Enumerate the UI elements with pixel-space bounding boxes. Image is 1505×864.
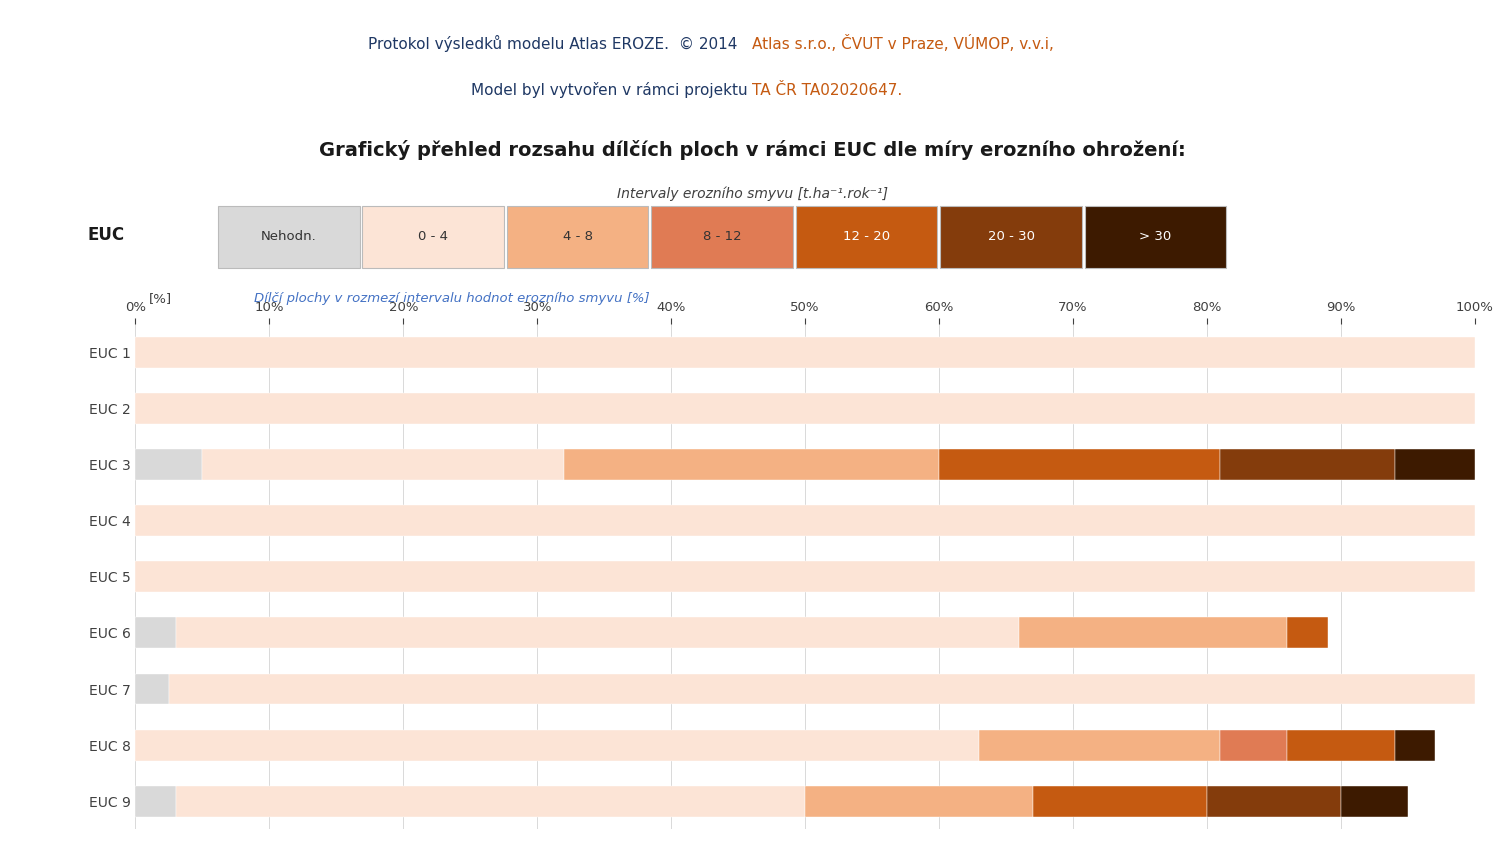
Text: Intervaly erozního smyvu [t.ha⁻¹.rok⁻¹]: Intervaly erozního smyvu [t.ha⁻¹.rok⁻¹]: [617, 187, 888, 200]
Bar: [135, 562, 1475, 592]
Text: 0 - 4: 0 - 4: [418, 230, 448, 244]
Text: 12 - 20: 12 - 20: [843, 230, 889, 244]
Text: [%]: [%]: [149, 292, 172, 306]
Bar: [1221, 449, 1395, 480]
Text: > 30: > 30: [1139, 230, 1172, 244]
Text: 20 - 30: 20 - 30: [987, 230, 1034, 244]
Bar: [1395, 730, 1434, 760]
FancyBboxPatch shape: [363, 206, 504, 268]
Bar: [135, 618, 176, 648]
Bar: [176, 618, 1019, 648]
Bar: [176, 786, 805, 816]
Bar: [1019, 618, 1287, 648]
Text: 8 - 12: 8 - 12: [703, 230, 742, 244]
Bar: [202, 449, 564, 480]
Bar: [980, 730, 1221, 760]
Bar: [135, 674, 169, 704]
Bar: [135, 505, 1475, 536]
Text: Protokol výsledků modelu Atlas EROZE.  © 2014: Protokol výsledků modelu Atlas EROZE. © …: [369, 35, 752, 52]
Bar: [1287, 618, 1327, 648]
Text: TA ČR TA02020647.: TA ČR TA02020647.: [752, 83, 903, 98]
FancyBboxPatch shape: [218, 206, 360, 268]
FancyBboxPatch shape: [796, 206, 938, 268]
Bar: [1221, 730, 1287, 760]
Text: Model byl vytvořen v rámci projektu: Model byl vytvořen v rámci projektu: [471, 82, 752, 98]
FancyBboxPatch shape: [1085, 206, 1227, 268]
Bar: [1032, 786, 1207, 816]
Text: EUC: EUC: [87, 226, 125, 245]
FancyBboxPatch shape: [507, 206, 649, 268]
Bar: [805, 786, 1032, 816]
Bar: [1395, 449, 1475, 480]
Bar: [135, 786, 176, 816]
Bar: [564, 449, 939, 480]
Bar: [135, 730, 980, 760]
Bar: [135, 449, 202, 480]
Text: Dílčí plochy v rozmezí intervalu hodnot erozního smyvu [%]: Dílčí plochy v rozmezí intervalu hodnot …: [254, 292, 650, 306]
Bar: [1207, 786, 1341, 816]
Bar: [169, 674, 1475, 704]
Text: Nehodn.: Nehodn.: [260, 230, 316, 244]
FancyBboxPatch shape: [652, 206, 793, 268]
Bar: [939, 449, 1221, 480]
Bar: [135, 393, 1475, 423]
Text: Grafický přehled rozsahu dílčích ploch v rámci EUC dle míry erozního ohrožení:: Grafický přehled rozsahu dílčích ploch v…: [319, 140, 1186, 161]
Text: 4 - 8: 4 - 8: [563, 230, 593, 244]
Text: Atlas s.r.o., ČVUT v Praze, VÚMOP, v.v.i,: Atlas s.r.o., ČVUT v Praze, VÚMOP, v.v.i…: [752, 35, 1055, 52]
Bar: [1341, 786, 1409, 816]
Bar: [1287, 730, 1395, 760]
Bar: [135, 337, 1475, 367]
FancyBboxPatch shape: [941, 206, 1082, 268]
